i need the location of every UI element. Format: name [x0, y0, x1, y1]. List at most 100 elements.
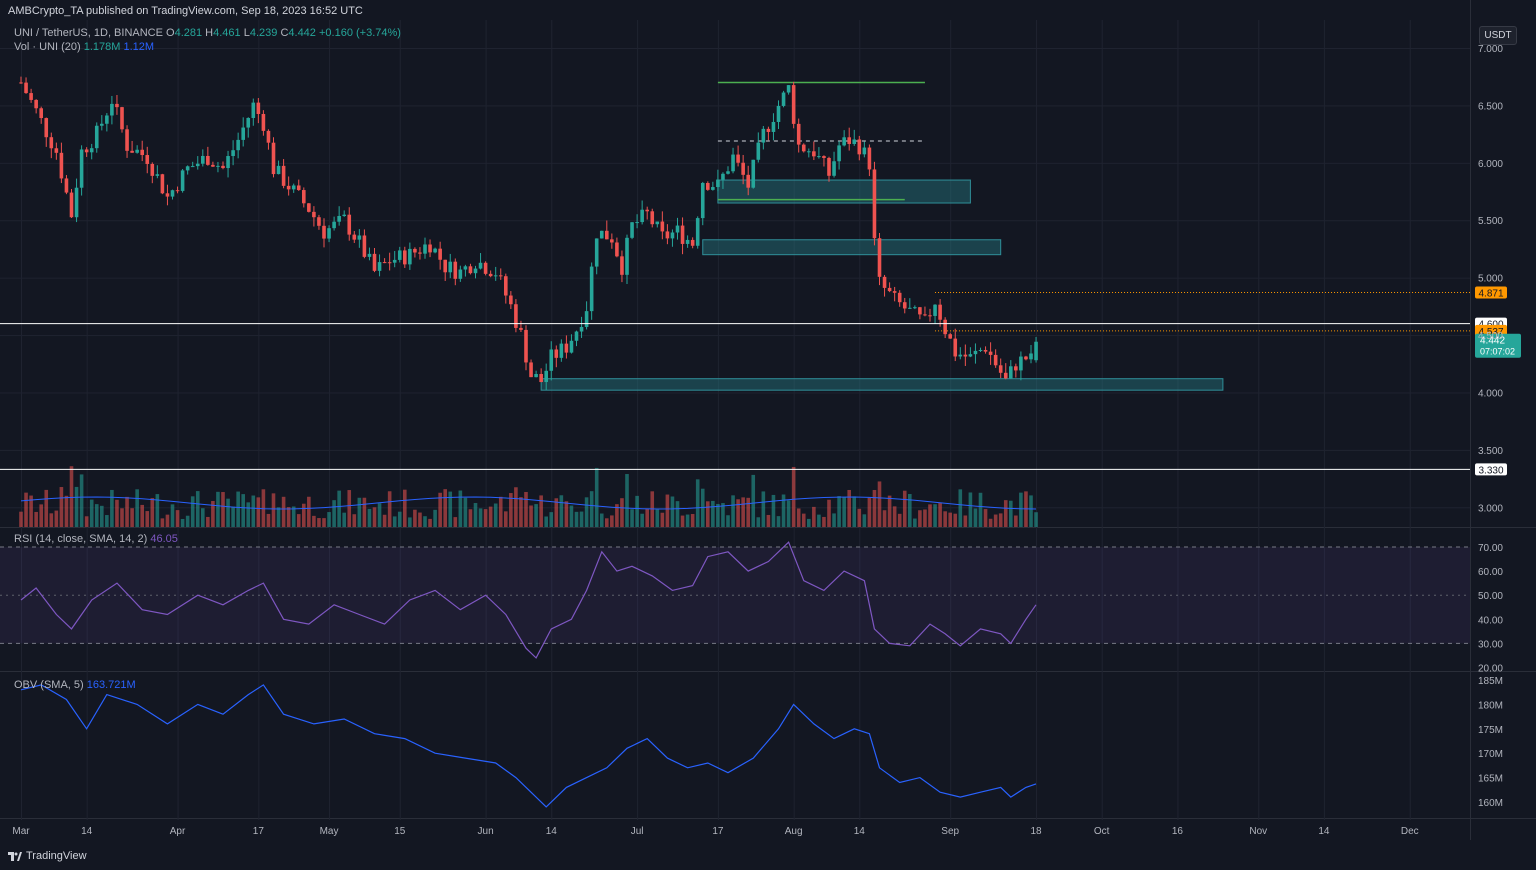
candle-body	[256, 102, 261, 114]
candle-body	[24, 82, 28, 94]
candle-body	[251, 102, 256, 118]
volume-bar	[135, 489, 139, 527]
volume-bar	[827, 499, 831, 527]
candle-body	[665, 231, 670, 239]
candle-body	[933, 304, 937, 316]
volume-bar	[943, 511, 947, 527]
volume-bar	[953, 513, 958, 527]
x-tick-label: Jul	[631, 826, 644, 837]
volume-bar	[155, 494, 160, 527]
candle-body	[180, 170, 185, 191]
candle-body	[418, 252, 422, 254]
candle-body	[488, 273, 493, 277]
volume-bar	[761, 491, 766, 527]
volume-bar	[842, 497, 846, 527]
candle-body	[433, 248, 437, 253]
candle-body	[549, 349, 554, 371]
volume-bar	[690, 514, 695, 527]
symbol-legend[interactable]: UNI / TetherUS, 1D, BINANCE O4.281 H4.46…	[14, 27, 401, 39]
candle-body	[948, 334, 952, 339]
volume-bar	[367, 508, 372, 527]
volume-bar	[251, 495, 256, 527]
currency-button[interactable]: USDT	[1479, 26, 1517, 45]
volume-bar	[958, 489, 963, 527]
level-price-label: 4.537	[1478, 327, 1503, 338]
volume-bar	[781, 494, 786, 527]
candle-body	[337, 216, 341, 222]
volume-bar	[216, 491, 220, 527]
candle-body	[291, 185, 296, 190]
volume-bar	[140, 504, 144, 527]
candle-body	[599, 230, 604, 239]
volume-bar	[514, 487, 518, 527]
volume-bar	[372, 507, 377, 527]
x-tick-label: May	[320, 826, 339, 837]
x-tick-label: Aug	[785, 826, 803, 837]
candle-body	[261, 113, 266, 131]
candle-body	[241, 127, 245, 140]
candle-body	[817, 156, 821, 158]
candle-body	[125, 129, 129, 151]
candle-body	[539, 373, 543, 383]
candle-body	[140, 149, 144, 156]
candle-body	[1019, 356, 1023, 371]
candle-body	[675, 225, 680, 233]
candle-body	[993, 354, 998, 366]
volume-bar	[599, 513, 604, 527]
price-zone	[540, 378, 1224, 391]
volume-bar	[362, 497, 367, 527]
rsi-legend[interactable]: RSI (14, close, SMA, 14, 2) 46.05	[14, 533, 178, 545]
price-zone	[717, 179, 971, 204]
volume-bar	[731, 495, 735, 527]
candle-body	[165, 193, 170, 197]
ohlc-h-label: H	[205, 27, 214, 39]
candle-body	[413, 248, 417, 253]
volume-bar	[24, 492, 28, 527]
level-price-tag	[1475, 463, 1507, 476]
candle-body	[392, 259, 397, 263]
candle-body	[448, 261, 453, 273]
candle-body	[569, 340, 574, 353]
rsi-tick-label: 70.00	[1478, 543, 1503, 554]
x-gridline	[950, 20, 952, 820]
candle-body	[332, 221, 336, 229]
volume-bar	[261, 489, 266, 527]
candle-body	[902, 302, 907, 309]
obv-legend[interactable]: OBV (SMA, 5) 163.721M	[14, 679, 136, 691]
candle-body	[776, 105, 781, 122]
volume-bar	[771, 494, 776, 527]
volume-bar	[584, 497, 589, 527]
volume-bar	[29, 495, 33, 527]
volume-bar	[766, 514, 771, 527]
candle-body	[756, 142, 761, 160]
x-gridline	[1323, 20, 1325, 820]
candle-body	[1034, 341, 1038, 361]
candle-body	[862, 147, 867, 155]
volume-bar	[963, 515, 968, 527]
volume-bar	[544, 516, 548, 527]
grid	[0, 0, 1536, 840]
candle-body	[135, 149, 139, 153]
candle-body	[796, 123, 801, 145]
volume-legend[interactable]: Vol · UNI (20) 1.178M 1.12M	[14, 41, 154, 53]
candle-body	[397, 250, 402, 260]
candle-body	[509, 295, 513, 305]
tradingview-footer: TradingView	[8, 850, 87, 862]
x-tick-label: 14	[81, 826, 93, 837]
candle-body	[534, 373, 538, 378]
volume-bar	[307, 496, 311, 527]
candle-body	[842, 137, 846, 146]
x-gridline	[793, 20, 795, 820]
candle-body	[559, 343, 564, 358]
volume-bar	[589, 491, 594, 527]
candle-body	[367, 253, 372, 257]
candle-body	[872, 169, 877, 239]
candle-body	[211, 164, 215, 167]
candles	[19, 76, 1038, 390]
candle-body	[246, 117, 251, 128]
ohlc-o: 4.281	[174, 27, 203, 39]
volume-bar	[453, 517, 458, 527]
volume-bar	[105, 515, 109, 527]
volume-bar	[706, 501, 710, 527]
